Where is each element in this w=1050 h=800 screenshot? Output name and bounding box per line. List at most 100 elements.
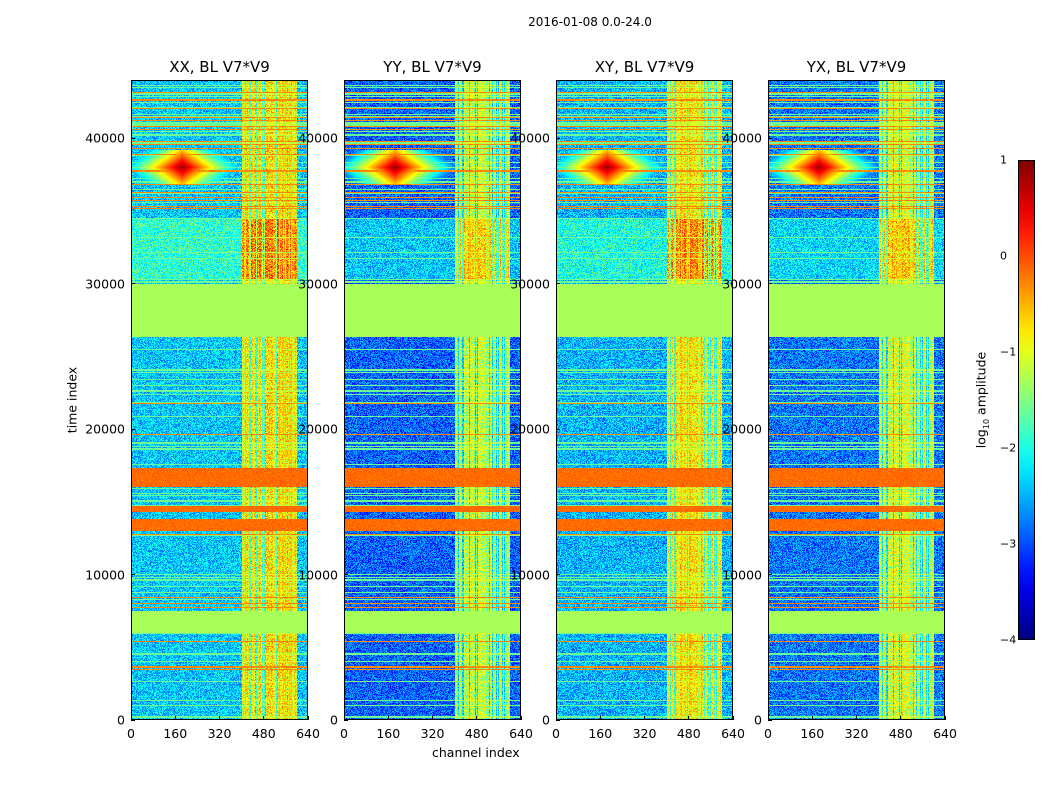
x-tick-mark bbox=[811, 716, 813, 720]
x-axis-label: channel index bbox=[432, 745, 520, 760]
y-tick-mark bbox=[131, 428, 135, 430]
x-tick-mark bbox=[343, 716, 345, 720]
colorbar-tick-label: 0 bbox=[1000, 249, 1007, 263]
y-tick-mark bbox=[768, 574, 772, 576]
y-tick-mark bbox=[131, 719, 135, 721]
colorbar-tick-label: −4 bbox=[1000, 633, 1017, 647]
heatmap-image bbox=[344, 80, 521, 720]
x-tick-mark bbox=[263, 716, 265, 720]
y-tick-mark bbox=[344, 719, 348, 721]
y-tick-label: 10000 bbox=[298, 567, 338, 583]
x-tick-label: 640 bbox=[933, 726, 957, 741]
colorbar-tick-label: −3 bbox=[1000, 537, 1017, 551]
x-tick-mark bbox=[644, 716, 645, 720]
x-tick-label: 160 bbox=[800, 726, 825, 741]
colorbar bbox=[1018, 160, 1035, 640]
axes-frame bbox=[556, 80, 733, 720]
y-tick-label: 30000 bbox=[85, 276, 125, 292]
axes-frame bbox=[131, 80, 308, 720]
y-tick-mark bbox=[344, 283, 348, 285]
x-tick-mark bbox=[219, 716, 220, 720]
heatmap-panel-1: YY, BL V7*V9 0 160 320 480 640 0 10000 20000 3000… bbox=[298, 58, 533, 741]
heatmap-image bbox=[131, 80, 308, 720]
x-tick-label: 160 bbox=[376, 726, 401, 741]
y-tick-label: 10000 bbox=[510, 567, 550, 583]
y-tick-label: 30000 bbox=[298, 276, 338, 292]
x-tick-label: 320 bbox=[844, 726, 869, 741]
panel-title: YX, BL V7*V9 bbox=[806, 58, 907, 76]
x-tick-label: 480 bbox=[676, 726, 701, 741]
x-tick-mark bbox=[476, 716, 478, 720]
y-tick-mark bbox=[768, 428, 772, 430]
x-tick-label: 0 bbox=[764, 726, 772, 741]
y-tick-mark bbox=[131, 137, 135, 139]
heatmap-image bbox=[556, 80, 733, 720]
x-tick-label: 320 bbox=[207, 726, 232, 741]
figure-title: 2016-01-08 0.0-24.0 bbox=[528, 15, 652, 29]
y-tick-label: 0 bbox=[117, 712, 125, 728]
x-tick-mark bbox=[856, 716, 857, 720]
y-tick-label: 30000 bbox=[510, 276, 550, 292]
y-tick-mark bbox=[344, 574, 348, 576]
x-tick-mark bbox=[599, 716, 601, 720]
panel-title: XX, BL V7*V9 bbox=[169, 58, 270, 76]
x-tick-label: 0 bbox=[552, 726, 560, 741]
x-tick-mark bbox=[767, 716, 769, 720]
y-axis-label: time index bbox=[64, 366, 80, 434]
x-tick-label: 0 bbox=[127, 726, 135, 741]
x-tick-label: 480 bbox=[464, 726, 489, 741]
y-tick-label: 0 bbox=[754, 712, 762, 728]
panel-title: XY, BL V7*V9 bbox=[594, 58, 695, 76]
colorbar-tick-label: 1 bbox=[1000, 153, 1007, 167]
panel-title: YY, BL V7*V9 bbox=[383, 58, 482, 76]
y-tick-label: 20000 bbox=[85, 421, 125, 437]
x-tick-mark bbox=[732, 716, 734, 720]
axes-frame bbox=[768, 80, 945, 720]
x-tick-mark bbox=[307, 716, 309, 720]
y-tick-mark bbox=[344, 137, 348, 139]
y-tick-label: 10000 bbox=[85, 567, 125, 583]
y-tick-mark bbox=[344, 428, 348, 430]
y-tick-label: 40000 bbox=[298, 130, 338, 146]
x-tick-label: 640 bbox=[509, 726, 533, 741]
y-tick-label: 30000 bbox=[722, 276, 762, 292]
y-tick-label: 20000 bbox=[298, 421, 338, 437]
y-tick-label: 20000 bbox=[510, 421, 550, 437]
x-tick-mark bbox=[520, 716, 522, 720]
colorbar-tick-label: −1 bbox=[1000, 345, 1017, 359]
y-tick-mark bbox=[556, 574, 560, 576]
x-tick-label: 160 bbox=[588, 726, 613, 741]
y-tick-mark bbox=[556, 283, 560, 285]
y-tick-mark bbox=[131, 574, 135, 576]
heatmap-panel-3: YX, BL V7*V9 0 160 320 480 640 0 10000 20000 3000… bbox=[722, 58, 957, 741]
x-tick-mark bbox=[900, 716, 902, 720]
x-tick-label: 0 bbox=[340, 726, 348, 741]
x-tick-mark bbox=[387, 716, 389, 720]
y-tick-mark bbox=[768, 283, 772, 285]
y-tick-label: 40000 bbox=[85, 130, 125, 146]
heatmap-panel-0: XX, BL V7*V9 0 160 320 480 640 0 10000 20000 3000… bbox=[85, 58, 320, 741]
y-tick-label: 0 bbox=[330, 712, 338, 728]
x-tick-label: 160 bbox=[163, 726, 188, 741]
x-tick-label: 320 bbox=[420, 726, 445, 741]
x-tick-label: 640 bbox=[296, 726, 320, 741]
y-tick-label: 40000 bbox=[510, 130, 550, 146]
heatmap-image bbox=[768, 80, 945, 720]
x-tick-label: 320 bbox=[632, 726, 657, 741]
x-tick-label: 480 bbox=[251, 726, 276, 741]
x-tick-label: 640 bbox=[721, 726, 745, 741]
heatmap-panel-2: XY, BL V7*V9 0 160 320 480 640 0 10000 20000 3000… bbox=[510, 58, 745, 741]
x-tick-mark bbox=[688, 716, 690, 720]
y-tick-label: 40000 bbox=[722, 130, 762, 146]
x-tick-mark bbox=[432, 716, 433, 720]
colorbar-tick-label: −2 bbox=[1000, 441, 1017, 455]
axes-frame bbox=[344, 80, 521, 720]
y-tick-label: 0 bbox=[542, 712, 550, 728]
y-tick-mark bbox=[768, 719, 772, 721]
x-tick-label: 480 bbox=[888, 726, 913, 741]
colorbar-label: log10 amplitude bbox=[973, 351, 991, 449]
x-tick-mark bbox=[944, 716, 946, 720]
x-tick-mark bbox=[174, 716, 176, 720]
y-tick-mark bbox=[556, 428, 560, 430]
